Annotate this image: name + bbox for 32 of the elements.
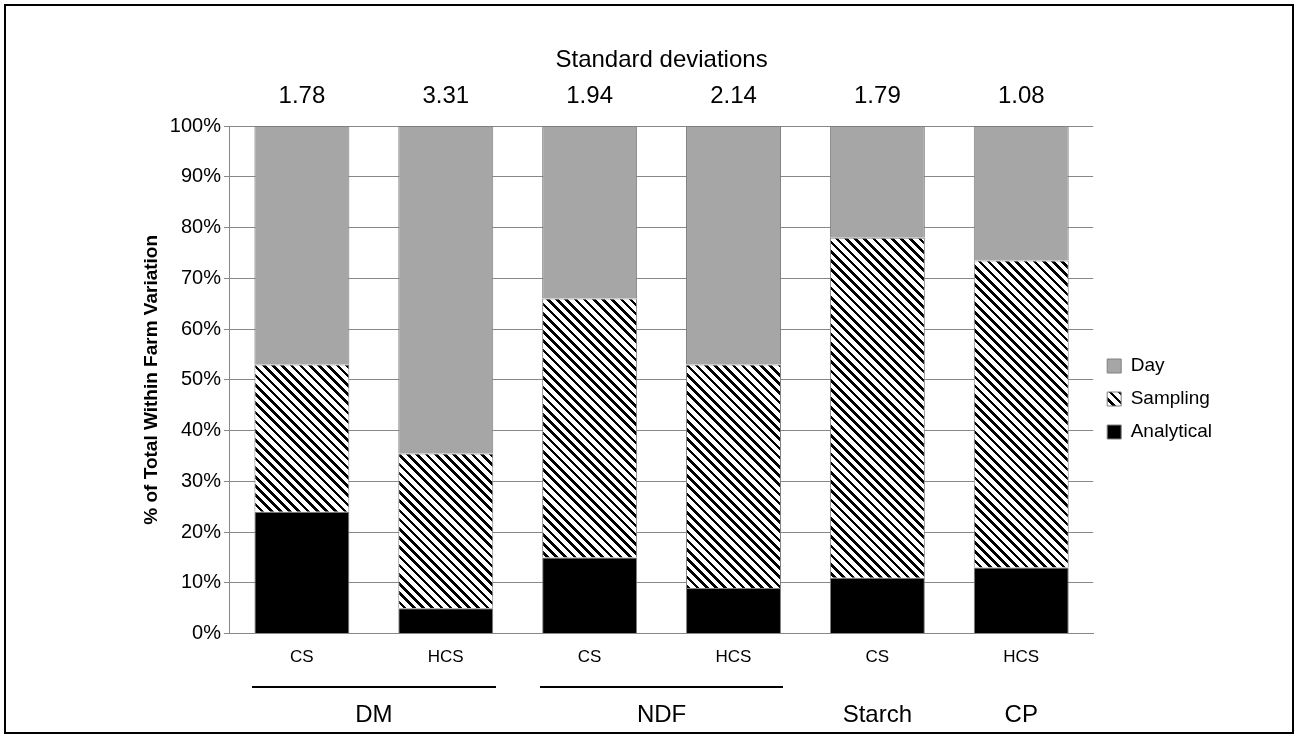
text: 2.14 xyxy=(710,80,757,108)
text: Standard deviations xyxy=(555,44,768,72)
x-tick-label: CS xyxy=(577,647,602,667)
y-tick-label: 100% xyxy=(169,113,222,136)
x-tick-label: CS xyxy=(865,647,890,667)
y-tick-label: 50% xyxy=(180,367,222,390)
text: NDF xyxy=(636,699,687,728)
x-tick-label: HCS xyxy=(427,647,464,667)
x-tick-label: HCS xyxy=(1003,647,1040,667)
y-tick-label: 90% xyxy=(180,164,222,187)
text: 3.31 xyxy=(422,80,470,108)
y-tick-label: 70% xyxy=(180,265,222,288)
y-tick-label: 80% xyxy=(180,215,222,238)
text: 1.78 xyxy=(278,80,326,108)
y-tick-label: 20% xyxy=(180,519,222,542)
legend-label: Day xyxy=(1130,354,1165,376)
text: DM xyxy=(355,699,393,728)
x-tick-label: CS xyxy=(290,647,314,667)
text: 1.79 xyxy=(854,80,901,108)
y-tick-label: 40% xyxy=(180,418,222,441)
text: 1.08 xyxy=(997,80,1045,108)
text: CP xyxy=(1004,699,1038,728)
legend-label: Sampling xyxy=(1130,387,1210,409)
text: Starch xyxy=(842,699,913,728)
x-tick-label: HCS xyxy=(715,647,752,667)
y-tick-label: 60% xyxy=(180,316,222,339)
legend-label: Analytical xyxy=(1130,420,1213,442)
y-tick-label: 10% xyxy=(180,570,222,593)
y-tick-label: 30% xyxy=(180,468,222,491)
y-axis-title: % of Total Within Farm Variation xyxy=(139,234,161,525)
text: 1.94 xyxy=(566,80,613,108)
y-tick-label: 0% xyxy=(192,621,222,644)
